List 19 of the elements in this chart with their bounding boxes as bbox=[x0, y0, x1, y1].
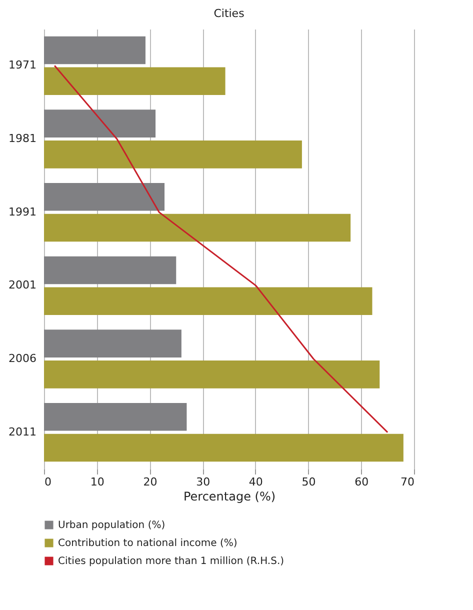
y-tick-label: 1971 bbox=[8, 58, 36, 72]
y-tick-label: 1991 bbox=[8, 205, 36, 218]
x-tick-label: 60 bbox=[354, 476, 369, 488]
legend-label: Cities population more than 1 million (R.H.S.) bbox=[58, 556, 284, 567]
x-tick-label: 30 bbox=[196, 476, 210, 488]
y-tick-label: 2011 bbox=[8, 425, 36, 438]
chart-title: Cities bbox=[214, 7, 245, 20]
x-tick-label: 40 bbox=[248, 476, 263, 488]
x-tick-label: 0 bbox=[44, 476, 52, 488]
legend-label: Urban population (%) bbox=[58, 520, 166, 531]
y-tick-label: 1981 bbox=[8, 132, 36, 145]
x-axis-title: Percentage (%) bbox=[183, 490, 276, 504]
x-tick-label: 20 bbox=[143, 476, 158, 488]
x-tick-label: 70 bbox=[400, 476, 414, 488]
x-tick-label: 50 bbox=[302, 476, 316, 488]
legend-label: Contribution to national income (%) bbox=[58, 538, 238, 549]
y-tick-label: 2006 bbox=[8, 352, 36, 365]
x-tick-label: 10 bbox=[90, 476, 104, 488]
y-tick-label: 2001 bbox=[8, 278, 36, 292]
